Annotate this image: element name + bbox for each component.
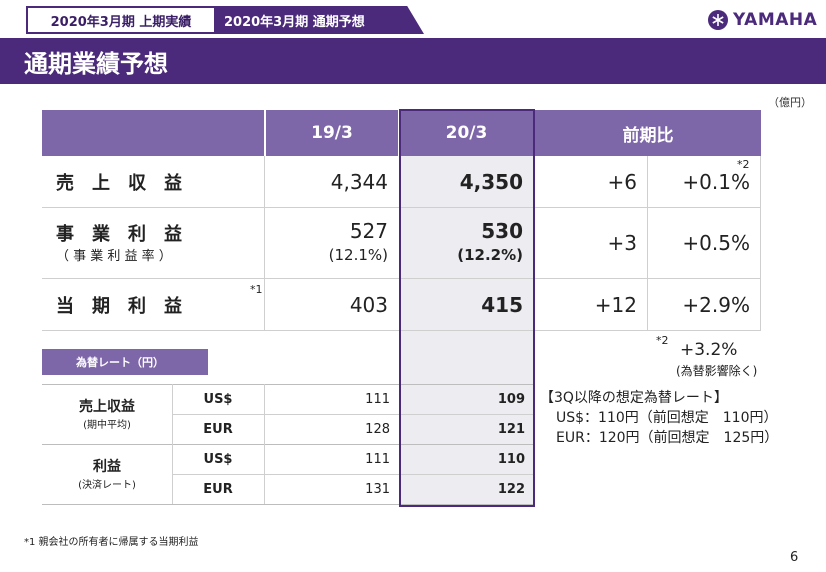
row-divider xyxy=(42,330,761,331)
fx-divider xyxy=(42,504,533,505)
fx-group-profit: 利益 xyxy=(93,459,121,475)
fx-prev-rate: 111 xyxy=(365,452,390,467)
op-margin-19-3: (12.1%) xyxy=(328,246,388,264)
tab-first-half-results[interactable]: 2020年3月期 上期実績 xyxy=(26,6,216,34)
fx-group-profit-sub: (決済レート) xyxy=(78,480,136,491)
fx-currency: US$ xyxy=(203,452,233,467)
assumption-eur: EUR：120円（前回想定 125円） xyxy=(556,430,779,446)
header-yoy: 前期比 xyxy=(535,110,761,156)
net-income-pct: +2.9% xyxy=(682,292,750,317)
fx-curr-rate: 110 xyxy=(497,452,525,467)
row-label-operating-profit: 事 業 利 益 xyxy=(56,224,182,245)
note-marker-1: *1 xyxy=(250,283,263,296)
row-label-net-income: 当 期 利 益 xyxy=(56,295,182,317)
fx-divider xyxy=(172,474,533,475)
row-divider xyxy=(42,207,761,208)
footnote: *1 親会社の所有者に帰属する当期利益 xyxy=(24,537,199,548)
page-number: 6 xyxy=(790,550,799,565)
fx-excluded-value: +3.2% xyxy=(680,340,738,360)
revenue-20-3: 4,350 xyxy=(459,169,523,194)
page-title: 通期業績予想 xyxy=(24,50,168,78)
assumption-usd: US$：110円（前回想定 110円） xyxy=(556,410,778,426)
fx-group-revenue-sub: (期中平均) xyxy=(83,420,131,431)
fx-currency: EUR xyxy=(203,422,233,437)
row-sublabel-margin: （ 事 業 利 益 率 ） xyxy=(56,249,172,264)
header-20-3: 20/3 xyxy=(400,110,533,156)
op-profit-20-3: 530 xyxy=(481,219,523,243)
fx-col-divider xyxy=(172,384,173,504)
op-profit-19-3: 527 xyxy=(349,219,388,243)
fx-currency: EUR xyxy=(203,482,233,497)
net-income-diff: +12 xyxy=(594,292,637,317)
tuning-fork-icon xyxy=(708,10,728,30)
assumption-title: 【3Q以降の想定為替レート】 xyxy=(540,390,728,406)
title-bar xyxy=(0,38,826,84)
fx-divider xyxy=(172,414,533,415)
yamaha-logo: YAMAHA xyxy=(708,10,817,30)
row-divider xyxy=(42,278,761,279)
net-income-20-3: 415 xyxy=(481,292,523,317)
fx-group-revenue: 売上収益 xyxy=(79,399,135,415)
fx-col-divider xyxy=(264,384,265,504)
fx-curr-rate: 121 xyxy=(497,422,525,437)
net-income-19-3: 403 xyxy=(349,292,388,317)
col-divider xyxy=(760,156,761,331)
note-marker-2: *2 xyxy=(737,158,750,171)
op-margin-20-3: (12.2%) xyxy=(457,246,523,264)
fx-excluded-caption: (為替影響除く) xyxy=(676,364,758,378)
note-marker-2: *2 xyxy=(656,334,669,347)
fx-prev-rate: 131 xyxy=(365,482,390,497)
fx-prev-rate: 111 xyxy=(365,392,390,407)
op-profit-diff: +3 xyxy=(607,231,637,255)
revenue-pct: +0.1% xyxy=(682,169,750,194)
fx-divider xyxy=(42,384,533,385)
fx-rate-label: 為替レート（円） xyxy=(42,349,208,375)
revenue-diff: +6 xyxy=(607,169,637,194)
fx-curr-rate: 109 xyxy=(497,392,525,407)
unit-label: （億円） xyxy=(768,96,812,109)
row-label-revenue: 売 上 収 益 xyxy=(56,172,182,194)
fx-prev-rate: 128 xyxy=(365,422,390,437)
tab-full-year-forecast[interactable]: 2020年3月期 通期予想 xyxy=(214,6,424,34)
fx-currency: US$ xyxy=(203,392,233,407)
header-19-3: 19/3 xyxy=(266,110,398,156)
logo-text: YAMAHA xyxy=(733,10,818,30)
fx-divider xyxy=(42,444,533,445)
col-divider xyxy=(647,156,648,331)
op-profit-pct: +0.5% xyxy=(682,231,750,255)
fx-curr-rate: 122 xyxy=(497,482,525,497)
revenue-19-3: 4,344 xyxy=(330,169,388,194)
col-divider xyxy=(264,156,265,331)
header-blank xyxy=(42,110,264,156)
forecast-column-shade xyxy=(400,156,533,506)
